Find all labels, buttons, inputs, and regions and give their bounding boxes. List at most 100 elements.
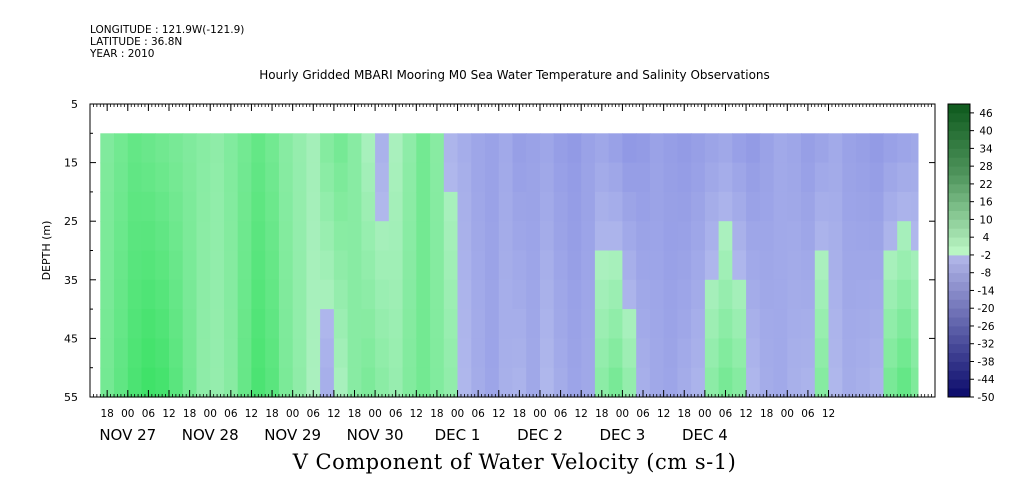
heatmap-cell	[196, 221, 211, 252]
heatmap-cell	[265, 250, 280, 281]
heatmap-cell	[182, 162, 197, 193]
heatmap-cell	[677, 309, 692, 339]
heatmap-cell	[897, 221, 912, 252]
heatmap-cell	[375, 309, 390, 339]
heatmap-cell	[196, 191, 211, 222]
heatmap-cell	[677, 162, 692, 193]
heatmap-cell	[567, 133, 582, 164]
heatmap-cell	[182, 338, 197, 369]
colorbar-label: 16	[979, 197, 993, 209]
heatmap-cell	[265, 221, 280, 252]
heatmap-cell	[402, 279, 417, 310]
heatmap-cell	[787, 338, 802, 369]
heatmap-cell	[856, 221, 871, 252]
colorbar-band	[948, 361, 970, 371]
heatmap-cell	[224, 279, 239, 310]
heatmap-cell	[100, 367, 115, 398]
heatmap-cell	[691, 279, 706, 310]
heatmap-cell	[759, 162, 775, 193]
heatmap-cell	[100, 250, 115, 281]
heatmap-cell	[718, 367, 733, 398]
heatmap-cell	[636, 191, 651, 222]
heatmap-cell	[333, 250, 349, 281]
colorbar-band	[948, 192, 970, 203]
heatmap-cell	[182, 133, 197, 164]
heatmap-cell	[320, 250, 335, 281]
heatmap-cell	[114, 162, 129, 193]
colorbar-band	[948, 183, 970, 194]
heatmap-cell	[155, 309, 170, 339]
heatmap-cell	[856, 338, 871, 369]
colorbar-band	[948, 166, 970, 176]
heatmap-cell	[416, 279, 431, 310]
colorbar-band	[948, 299, 970, 309]
heatmap-cell	[567, 279, 582, 310]
heatmap-cell	[388, 191, 404, 222]
heatmap-cell	[608, 191, 623, 222]
heatmap-cell	[622, 338, 637, 369]
heatmap-cell	[856, 367, 871, 398]
y-tick-label: 25	[64, 215, 78, 228]
heatmap-cell	[842, 309, 857, 339]
heatmap-cell	[375, 367, 390, 398]
heatmap-cell	[333, 279, 349, 310]
heatmap-cell	[251, 367, 266, 398]
heatmap-cell	[746, 309, 761, 339]
heatmap-cell	[814, 221, 830, 252]
heatmap-cell	[869, 309, 884, 339]
heatmap-cell	[746, 191, 761, 222]
heatmap-cell	[361, 133, 376, 164]
colorbar-label: -2	[981, 250, 991, 262]
heatmap-cell	[292, 133, 307, 164]
heatmap-cell	[278, 162, 294, 193]
x-hour-tick-label: 18	[100, 408, 113, 420]
heatmap-cell	[443, 309, 459, 339]
heatmap-cell	[897, 279, 912, 310]
heatmap-cell	[210, 221, 225, 252]
heatmap-cell	[251, 309, 266, 339]
heatmap-cell	[897, 191, 912, 222]
heatmap-cell	[100, 338, 115, 369]
heatmap-cell	[388, 250, 404, 281]
colorbar-label: -32	[977, 339, 994, 351]
heatmap-cell	[320, 338, 335, 369]
heatmap-cell	[649, 279, 665, 310]
heatmap-cell	[224, 133, 239, 164]
heatmap-cell	[292, 250, 307, 281]
colorbar: 46 40 34 28 22 16 10 4 -2 -8 -14 -20 -26 -32 -38 -44 -50	[947, 103, 995, 404]
heatmap-cell	[718, 133, 733, 164]
heatmap-cell	[100, 191, 115, 222]
heatmap-cell	[375, 250, 390, 281]
heatmap-cell	[196, 250, 211, 281]
x-hour-tick-label: 06	[801, 408, 815, 420]
heatmap-cell	[677, 367, 692, 398]
heatmap-cell	[278, 221, 294, 252]
heatmap-cell	[773, 250, 788, 281]
heatmap-cell	[388, 133, 404, 164]
heatmap-cell	[649, 133, 665, 164]
heatmap-cell	[278, 133, 294, 164]
x-hour-tick-label: 06	[471, 408, 485, 420]
heatmap-cell	[457, 191, 472, 222]
colorbar-band	[948, 148, 970, 158]
heatmap-cell	[801, 250, 816, 281]
heatmap-cell	[402, 250, 417, 281]
heatmap-cell	[663, 133, 678, 164]
x-hour-tick-label: 12	[492, 408, 505, 420]
x-hour-tick-label: 06	[307, 408, 321, 420]
heatmap-cell	[210, 338, 225, 369]
heatmap-cell	[265, 133, 280, 164]
heatmap-cell	[636, 309, 651, 339]
heatmap-cell	[443, 250, 459, 281]
heatmap-cell	[526, 367, 541, 398]
heatmap-cell	[224, 367, 239, 398]
heatmap-cell	[100, 162, 115, 193]
heatmap-cell	[649, 221, 665, 252]
heatmap-cell	[155, 279, 170, 310]
colorbar-band	[948, 254, 970, 265]
heatmap-cell	[251, 279, 266, 310]
heatmap-cell	[732, 162, 747, 193]
heatmap-cell	[416, 133, 431, 164]
heatmap-cell	[787, 221, 802, 252]
x-axis-label: V Component of Water Velocity (cm s-1)	[292, 450, 737, 474]
